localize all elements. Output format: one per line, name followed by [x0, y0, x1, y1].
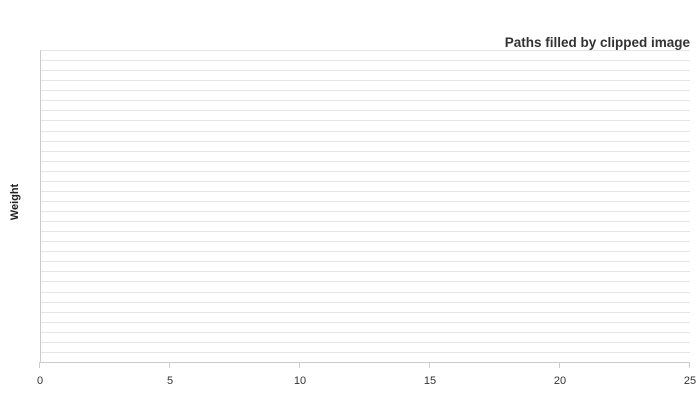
y-axis-label: Weight: [9, 183, 21, 220]
x-tick-label: 0: [37, 375, 43, 387]
x-axis-ticks: 0 5 10 15 20 25: [37, 362, 696, 387]
x-tick-label: 10: [294, 375, 306, 387]
chart-title: Paths filled by clipped image: [505, 35, 691, 50]
x-tick-label: 5: [167, 375, 173, 387]
x-tick-label: 25: [684, 375, 696, 387]
grid-lines: [40, 50, 690, 363]
axes: [40, 50, 690, 363]
x-tick-label: 15: [424, 375, 436, 387]
x-tick-label: 20: [554, 375, 566, 387]
